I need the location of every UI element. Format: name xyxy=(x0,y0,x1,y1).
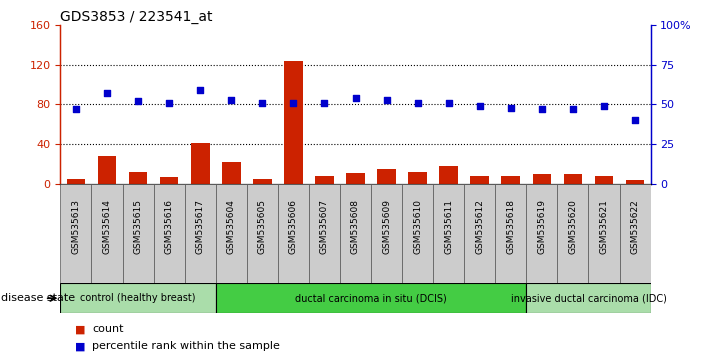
Point xyxy=(102,90,113,96)
Bar xyxy=(278,184,309,283)
Point xyxy=(443,100,454,105)
Text: GSM535620: GSM535620 xyxy=(568,199,577,254)
Bar xyxy=(619,184,651,283)
Text: GSM535616: GSM535616 xyxy=(165,199,173,254)
Text: GSM535615: GSM535615 xyxy=(134,199,143,254)
Text: ■: ■ xyxy=(75,341,85,351)
Bar xyxy=(526,283,651,313)
Point xyxy=(132,98,144,104)
Point xyxy=(195,87,206,93)
Text: GSM535613: GSM535613 xyxy=(72,199,80,254)
Bar xyxy=(378,169,396,184)
Point xyxy=(288,100,299,105)
Bar xyxy=(408,172,427,184)
Point xyxy=(164,100,175,105)
Point xyxy=(257,100,268,105)
Bar xyxy=(92,184,122,283)
Point xyxy=(70,106,82,112)
Bar xyxy=(501,176,520,184)
Point xyxy=(412,100,423,105)
Bar xyxy=(626,180,644,184)
Bar xyxy=(129,172,147,184)
Bar xyxy=(247,184,278,283)
Point xyxy=(381,97,392,102)
Bar xyxy=(60,184,92,283)
Text: GSM535618: GSM535618 xyxy=(506,199,515,254)
Text: count: count xyxy=(92,324,124,334)
Bar xyxy=(433,184,464,283)
Text: GSM535605: GSM535605 xyxy=(258,199,267,254)
Point xyxy=(319,100,330,105)
Point xyxy=(505,105,516,110)
Point xyxy=(474,103,486,109)
Bar xyxy=(594,176,614,184)
Text: GSM535622: GSM535622 xyxy=(631,199,639,254)
Point xyxy=(536,106,547,112)
Text: GSM535621: GSM535621 xyxy=(599,199,609,254)
Bar xyxy=(122,184,154,283)
Text: invasive ductal carcinoma (IDC): invasive ductal carcinoma (IDC) xyxy=(510,293,666,303)
Bar xyxy=(185,184,215,283)
Point xyxy=(225,97,237,102)
Text: GSM535619: GSM535619 xyxy=(538,199,546,254)
Text: GDS3853 / 223541_at: GDS3853 / 223541_at xyxy=(60,10,213,24)
Bar xyxy=(471,176,489,184)
Bar xyxy=(67,179,85,184)
Text: GSM535608: GSM535608 xyxy=(351,199,360,254)
Point xyxy=(350,95,361,101)
Point xyxy=(629,118,641,123)
Bar xyxy=(589,184,619,283)
Text: GSM535604: GSM535604 xyxy=(227,199,236,254)
Bar xyxy=(371,184,402,283)
Bar xyxy=(533,174,551,184)
Text: disease state: disease state xyxy=(1,293,75,303)
Text: GSM535606: GSM535606 xyxy=(289,199,298,254)
Bar xyxy=(309,184,340,283)
Bar xyxy=(97,156,117,184)
Bar xyxy=(315,176,333,184)
Text: GSM535610: GSM535610 xyxy=(413,199,422,254)
Bar xyxy=(284,61,303,184)
Bar xyxy=(160,177,178,184)
Bar xyxy=(496,184,526,283)
Bar xyxy=(215,184,247,283)
Text: GSM535614: GSM535614 xyxy=(102,199,112,254)
Bar xyxy=(191,143,210,184)
Bar xyxy=(439,166,458,184)
Text: ductal carcinoma in situ (DCIS): ductal carcinoma in situ (DCIS) xyxy=(295,293,447,303)
Bar xyxy=(346,173,365,184)
Bar xyxy=(464,184,496,283)
Bar xyxy=(60,283,215,313)
Bar xyxy=(526,184,557,283)
Text: GSM535612: GSM535612 xyxy=(475,199,484,254)
Bar xyxy=(222,162,240,184)
Bar xyxy=(215,283,526,313)
Bar xyxy=(402,184,433,283)
Bar xyxy=(564,174,582,184)
Bar xyxy=(253,179,272,184)
Bar xyxy=(154,184,185,283)
Text: GSM535617: GSM535617 xyxy=(196,199,205,254)
Point xyxy=(567,106,579,112)
Bar xyxy=(557,184,589,283)
Text: control (healthy breast): control (healthy breast) xyxy=(80,293,196,303)
Point xyxy=(598,103,609,109)
Text: percentile rank within the sample: percentile rank within the sample xyxy=(92,341,280,351)
Bar xyxy=(340,184,371,283)
Text: GSM535609: GSM535609 xyxy=(382,199,391,254)
Text: GSM535611: GSM535611 xyxy=(444,199,453,254)
Text: ■: ■ xyxy=(75,324,85,334)
Text: GSM535607: GSM535607 xyxy=(320,199,329,254)
